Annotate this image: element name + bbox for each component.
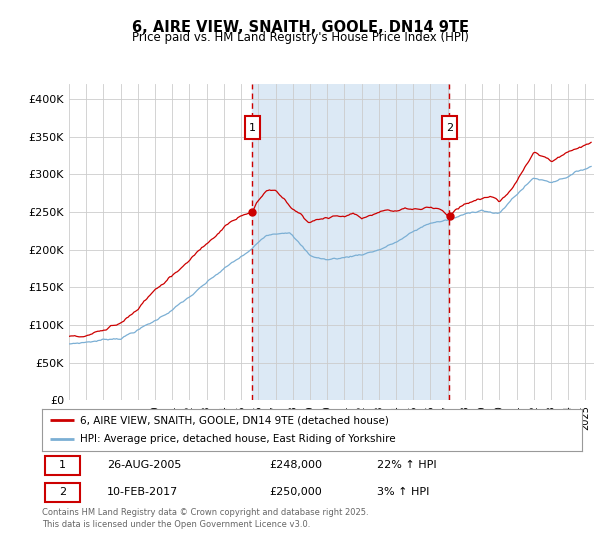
Text: 3% ↑ HPI: 3% ↑ HPI	[377, 487, 429, 497]
Text: 26-AUG-2005: 26-AUG-2005	[107, 460, 181, 470]
Text: 10-FEB-2017: 10-FEB-2017	[107, 487, 178, 497]
Text: 2: 2	[446, 123, 453, 133]
Text: 1: 1	[59, 460, 66, 470]
Text: Price paid vs. HM Land Registry's House Price Index (HPI): Price paid vs. HM Land Registry's House …	[131, 31, 469, 44]
Text: 1: 1	[249, 123, 256, 133]
Text: Contains HM Land Registry data © Crown copyright and database right 2025.
This d: Contains HM Land Registry data © Crown c…	[42, 508, 368, 529]
Text: £250,000: £250,000	[269, 487, 322, 497]
Bar	[245, 116, 260, 139]
Text: HPI: Average price, detached house, East Riding of Yorkshire: HPI: Average price, detached house, East…	[80, 435, 395, 445]
Text: 6, AIRE VIEW, SNAITH, GOOLE, DN14 9TE: 6, AIRE VIEW, SNAITH, GOOLE, DN14 9TE	[131, 20, 469, 35]
Text: £248,000: £248,000	[269, 460, 322, 470]
Bar	[45, 456, 80, 475]
Bar	[45, 483, 80, 502]
Bar	[442, 116, 457, 139]
Bar	[253, 84, 449, 400]
Text: 2: 2	[59, 487, 66, 497]
Text: 22% ↑ HPI: 22% ↑ HPI	[377, 460, 436, 470]
Text: 6, AIRE VIEW, SNAITH, GOOLE, DN14 9TE (detached house): 6, AIRE VIEW, SNAITH, GOOLE, DN14 9TE (d…	[80, 415, 389, 425]
